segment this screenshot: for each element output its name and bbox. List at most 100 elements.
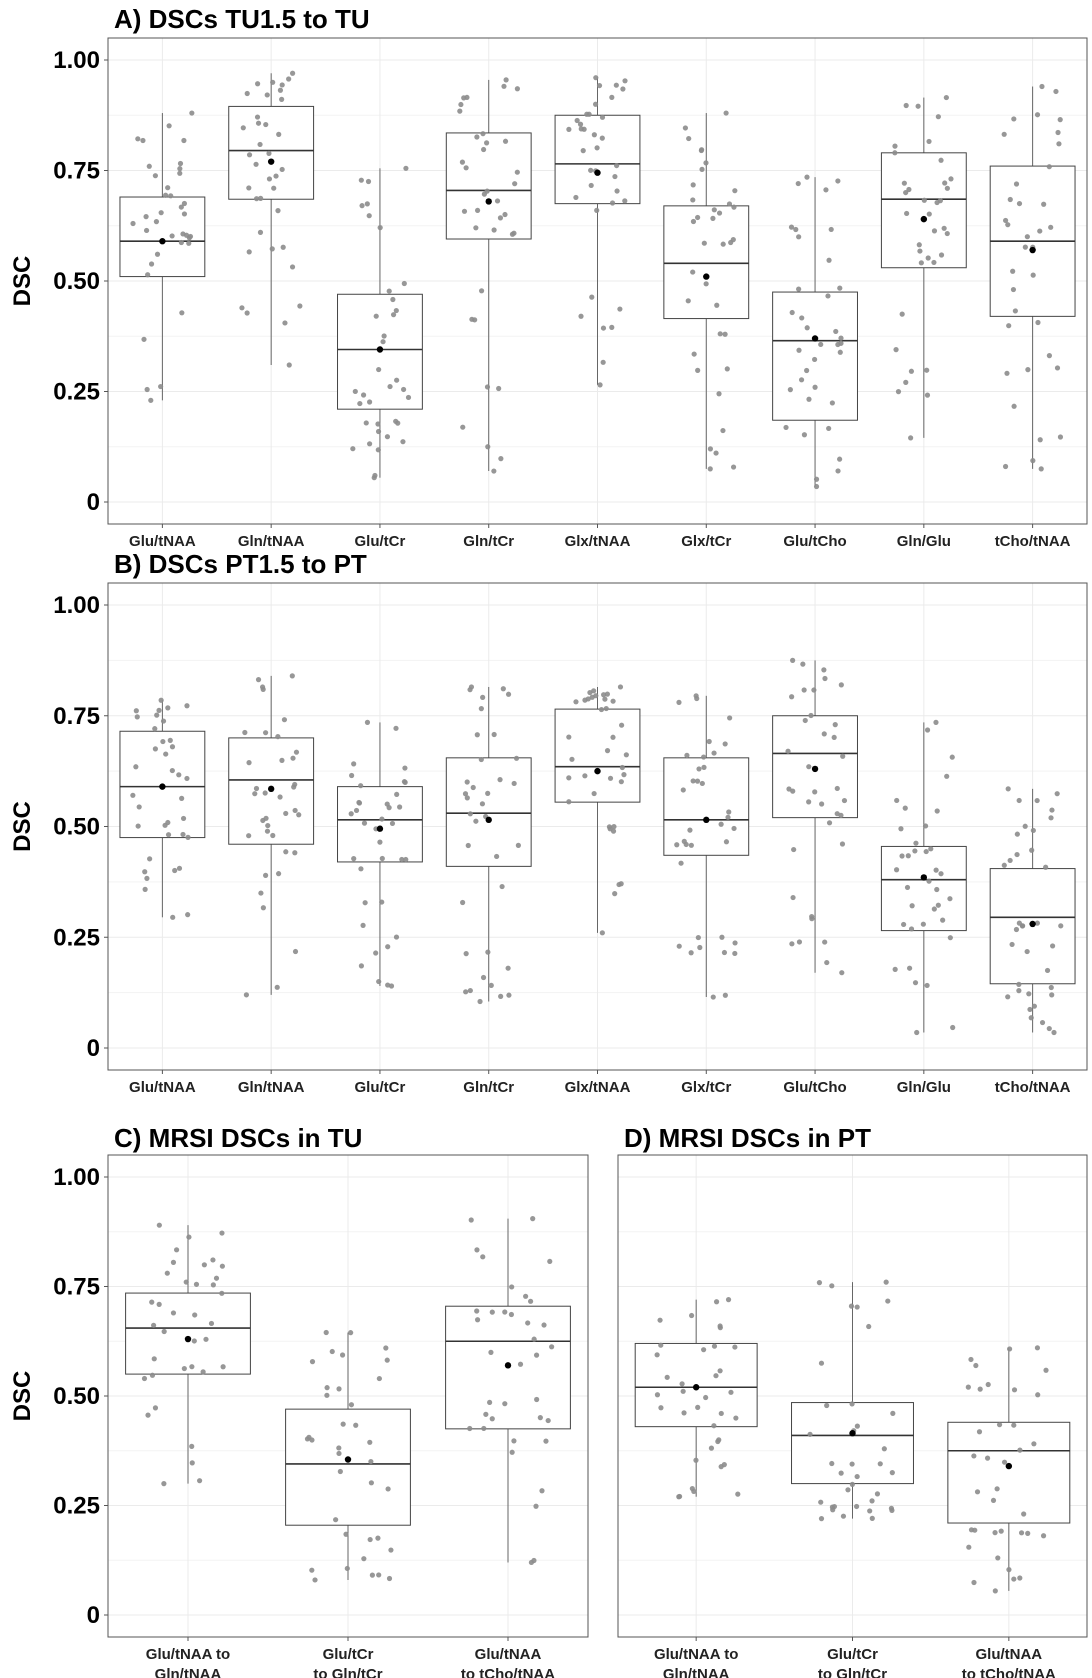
panel-a-data-point [1030, 272, 1036, 278]
panel-d-data-point [973, 1362, 979, 1369]
panel-a-data-point [177, 170, 183, 176]
panel-b-data-point [710, 994, 716, 1000]
panel-a-data-point [566, 126, 572, 132]
panel-c-data-point [474, 1308, 480, 1314]
panel-a-data-point [716, 210, 723, 216]
panel-b-data-point [696, 766, 702, 772]
panel-b-data-point [566, 775, 572, 781]
panel-a-data-point [502, 211, 508, 218]
panel-c-data-point [193, 1281, 200, 1287]
panel-b-data-point [479, 801, 486, 807]
panel-a-data-point [833, 328, 839, 335]
panel-c-data-point [324, 1392, 330, 1398]
panel-a-data-point [181, 211, 188, 217]
panel-d-data-point [1021, 1511, 1027, 1517]
panel-a-box [880, 152, 967, 269]
panel-d-data-point [992, 1588, 998, 1594]
panel-b-data-point [591, 688, 597, 694]
panel-d-data-point [966, 1544, 972, 1550]
panel-b-data-point [165, 832, 172, 838]
panel-c-data-point [539, 1488, 545, 1494]
panel-a-data-point [903, 102, 909, 109]
panel-b-data-point [822, 675, 828, 682]
panel-a-data-point [255, 81, 261, 87]
panel-b-data-point [275, 734, 281, 740]
panel-a-data-point [244, 310, 250, 316]
panel-b-data-point [1014, 851, 1020, 858]
panel-b-data-point [610, 734, 616, 740]
panel-b-data-point [136, 804, 142, 810]
panel-a-data-point [458, 101, 464, 108]
panel-a-data-point [690, 269, 696, 275]
panel-b-data-point [617, 684, 624, 690]
panel-b-data-point [821, 667, 827, 673]
panel-b-data-point [1049, 807, 1055, 813]
panel-d-mean-marker [849, 1430, 856, 1437]
panel-c-data-point [323, 1329, 329, 1336]
panel-d-data-point [708, 1445, 715, 1451]
panel-b-data-point [947, 935, 953, 941]
panel-b-data-point [944, 773, 950, 779]
panel-b-data-point [1022, 823, 1028, 829]
panel-a-data-point [1022, 244, 1028, 250]
panel-b-data-point [184, 775, 190, 782]
panel-b-data-point [603, 705, 609, 712]
panel-d-data-point [829, 1460, 835, 1467]
panel-c-ytick-label: 0.75 [53, 1274, 100, 1301]
panel-b-data-point [478, 706, 484, 712]
panel-b-data-point [385, 982, 391, 988]
panel-b-data-point [1034, 797, 1040, 804]
panel-b-data-point [252, 791, 258, 797]
panel-b-data-point [185, 834, 191, 840]
panel-c-data-point [376, 1572, 382, 1578]
panel-a-data-point [1053, 88, 1059, 95]
panel-a-data-point [789, 309, 795, 316]
panel-a-data-point [279, 96, 285, 102]
panel-a-data-point [934, 199, 940, 206]
panel-c-data-point [312, 1577, 318, 1583]
panel-b-data-point [506, 992, 512, 998]
panel-a-data-point [926, 138, 932, 145]
panel-b-data-point [133, 764, 139, 770]
panel-b-data-point [809, 914, 815, 920]
panel-c-data-point [525, 1320, 531, 1326]
panel-b-data-point [719, 934, 725, 940]
panel-a-data-point [394, 377, 400, 383]
panel-d-xtick-label: to tCho/tNAA [962, 1666, 1056, 1678]
panel-b-data-point [1050, 943, 1056, 949]
panel-a-data-point [255, 120, 262, 126]
panel-b-ylabel: DSC [9, 801, 36, 852]
panel-a-data-point [938, 252, 945, 258]
panel-a-data-point [148, 397, 154, 403]
panel-a-data-point [459, 159, 466, 165]
panel-d-data-point [1018, 1530, 1025, 1536]
panel-a-data-point [593, 75, 599, 81]
panel-c-data-point [489, 1416, 495, 1422]
panel-a-data-point [901, 180, 907, 186]
panel-b-data-point [460, 899, 466, 906]
panel-c-data-point [189, 1460, 195, 1466]
panel-b-data-point [353, 807, 360, 814]
panel-c-data-point [219, 1263, 225, 1269]
panel-a-data-point [289, 264, 296, 270]
panel-b-data-point [289, 673, 295, 679]
panel-a-data-point [948, 176, 954, 182]
panel-a-data-point [924, 392, 931, 398]
panel-a-data-point [783, 424, 789, 431]
panel-a-data-point [612, 173, 618, 180]
panel-a-data-point [893, 347, 899, 353]
panel-c-data-point [348, 1330, 354, 1336]
panel-a-data-point [501, 83, 507, 89]
panel-b-data-point [933, 719, 939, 725]
panel-b-data-point [909, 903, 915, 909]
panel-b-data-point [678, 860, 684, 866]
panel-b-data-point [1048, 815, 1054, 821]
panel-b-data-point [384, 801, 390, 807]
panel-b-data-point [681, 838, 687, 844]
panel-c-xtick-label: Glu/tNAA to [146, 1646, 230, 1663]
panel-a-ytick-label: 0 [87, 489, 100, 516]
panel-d-data-point [996, 1422, 1003, 1428]
panel-a-data-point [177, 160, 184, 167]
panel-b-data-point [789, 941, 795, 947]
panel-a-xtick-label: Gln/tCr [463, 533, 514, 550]
